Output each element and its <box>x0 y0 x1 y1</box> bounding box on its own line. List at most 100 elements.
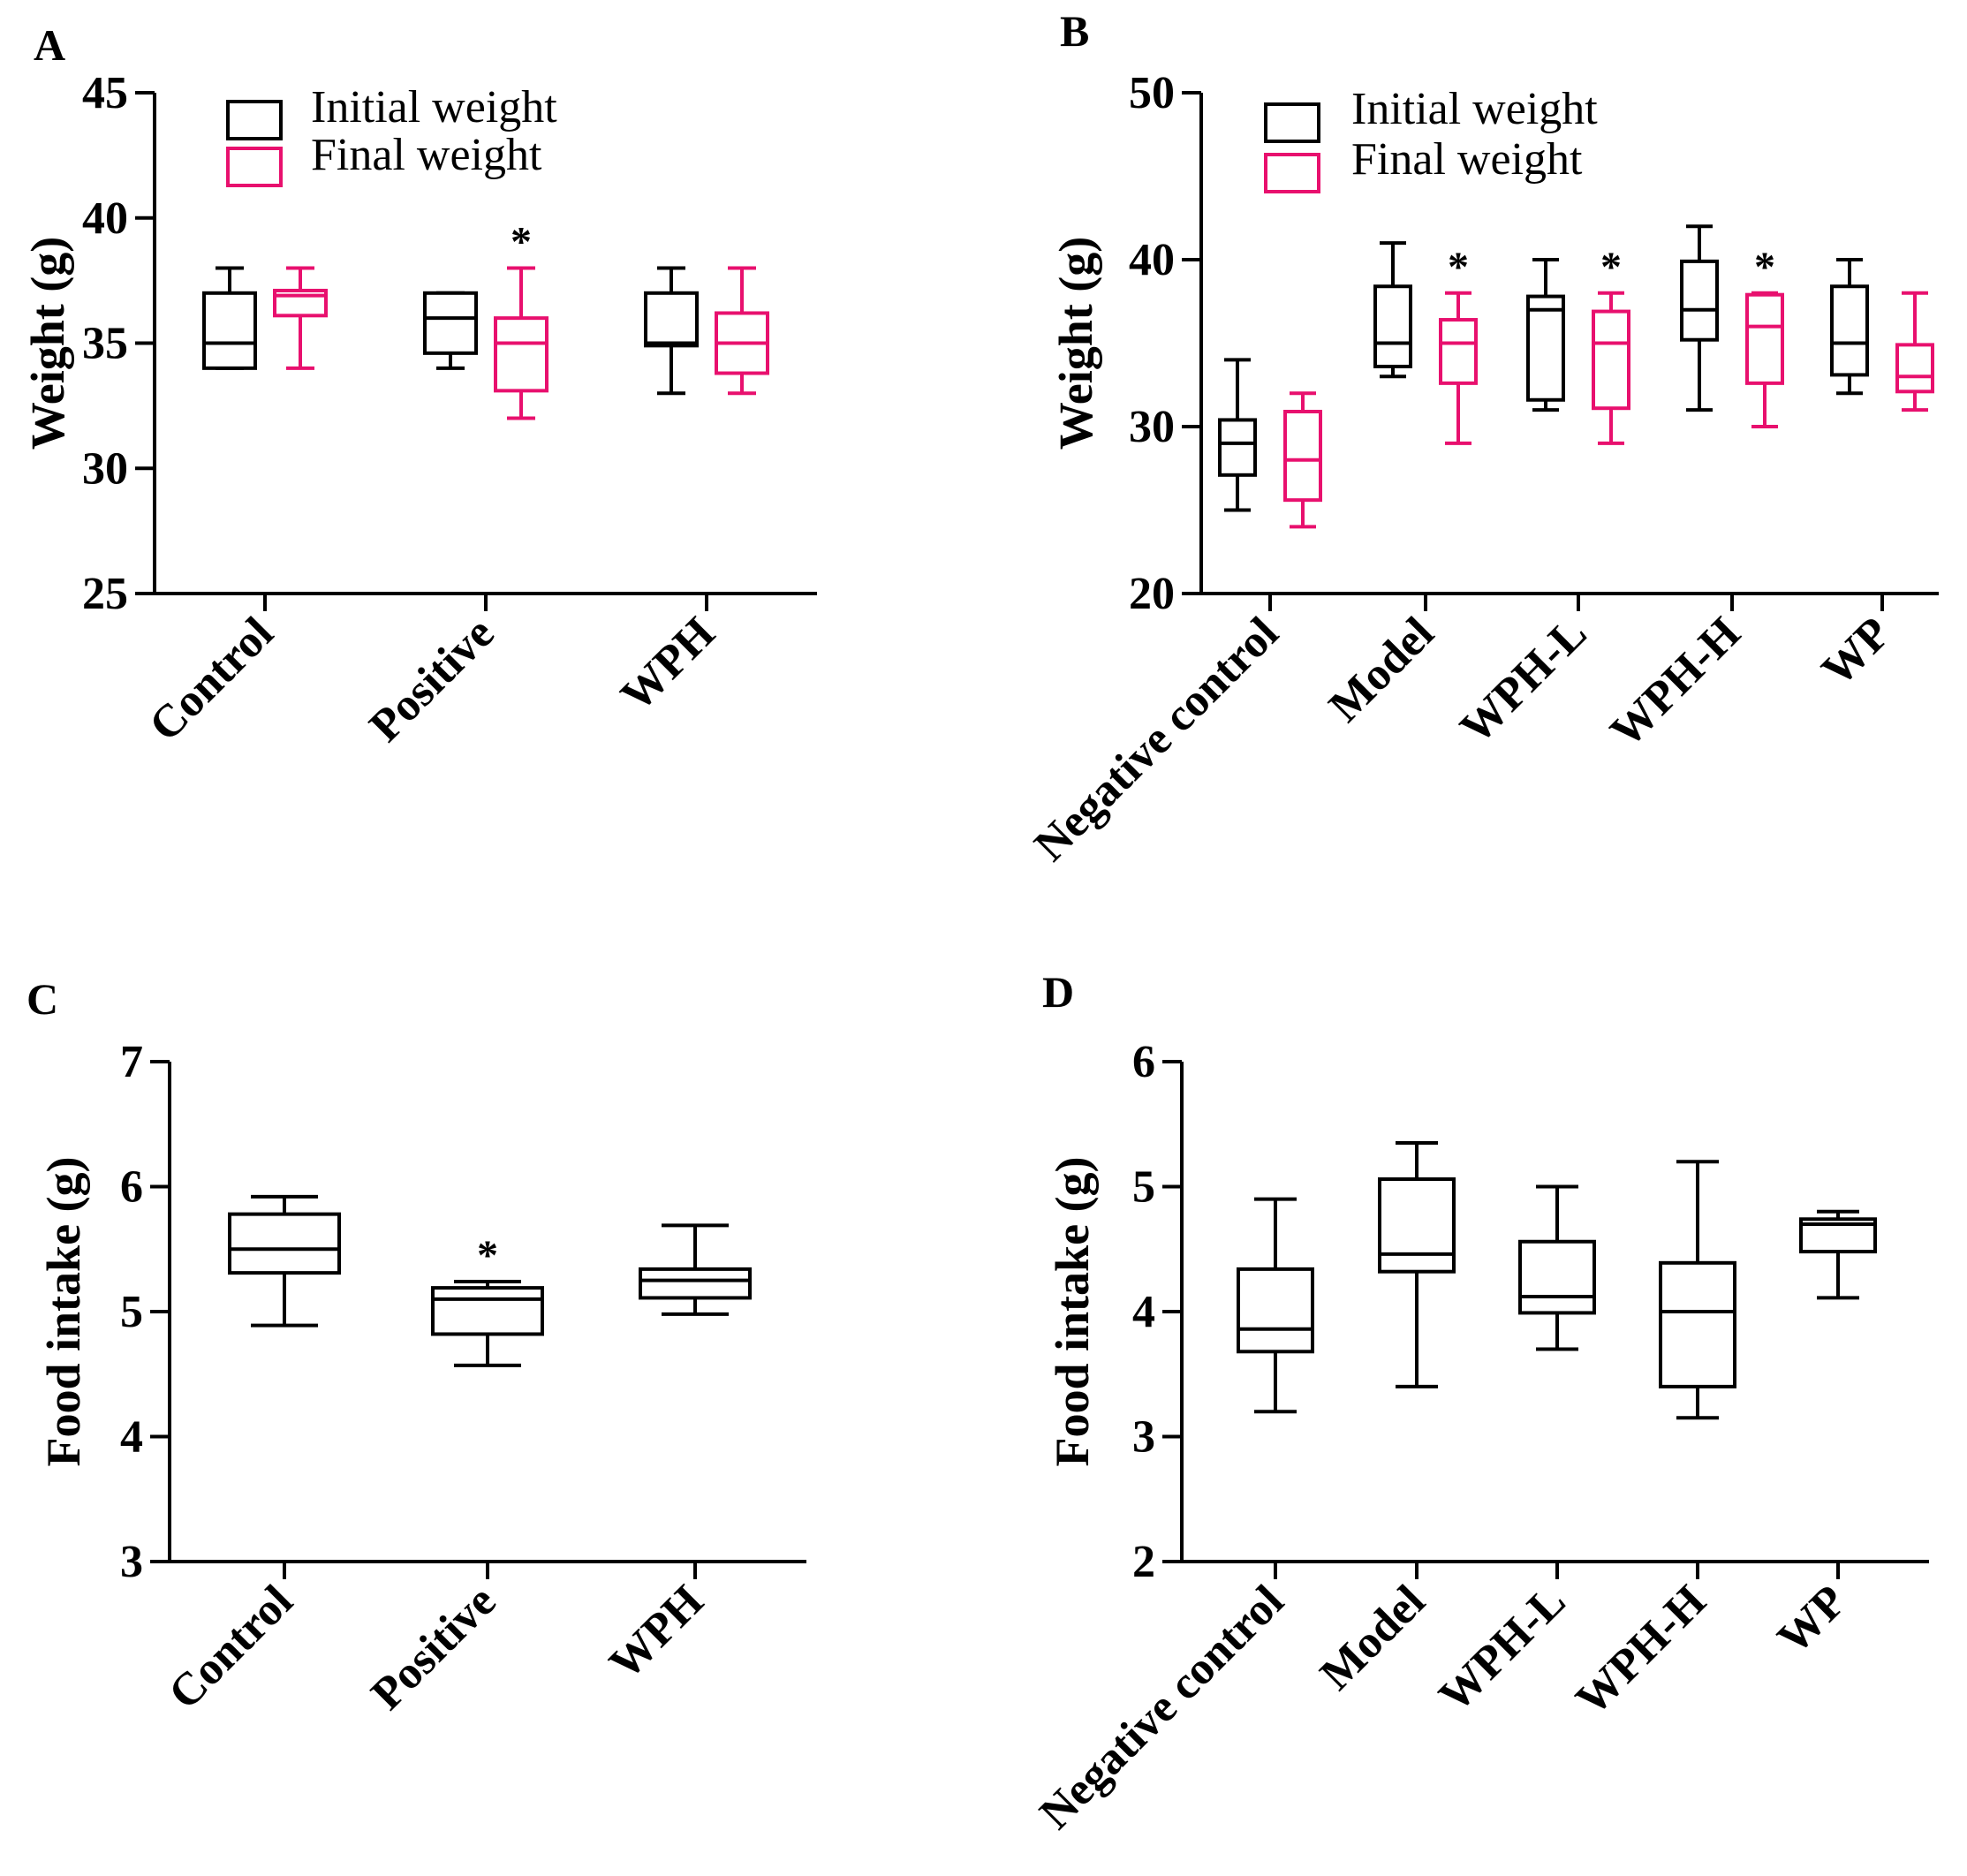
box-plot <box>273 266 328 370</box>
box-plot <box>1373 241 1412 379</box>
panel-a: A 25 30 35 40 45 Weight (g) Control Positive WPH *… <box>21 20 817 752</box>
y-tick-label: 3 <box>120 1537 143 1587</box>
y-tick-label: 3 <box>1132 1412 1155 1463</box>
legend-entry: Initial weight <box>311 82 557 132</box>
y-tick-label: 5 <box>1132 1162 1155 1213</box>
box-plot <box>1283 391 1322 529</box>
box-iqr <box>1592 309 1630 411</box>
x-category-label: WP <box>1812 608 1901 696</box>
y-tick-label: 5 <box>120 1287 143 1337</box>
box-plot <box>1526 258 1565 412</box>
y-axis-title: Weight (g) <box>1049 237 1102 450</box>
y-axis-title: Weight (g) <box>21 237 74 450</box>
box-iqr <box>228 1212 341 1275</box>
box-plot <box>715 266 769 396</box>
panel-d: D 2 3 4 5 6 Food intake (g) Negative control Mod… <box>1031 967 1929 1839</box>
y-axis-title: Food intake (g) <box>1046 1157 1099 1467</box>
box-plot <box>1218 358 1257 512</box>
box-iqr <box>1283 409 1322 503</box>
box-iqr <box>1237 1267 1314 1354</box>
box-iqr <box>202 291 257 370</box>
y-tick-label: 50 <box>1129 68 1175 118</box>
panel-label: A <box>34 20 65 70</box>
box-iqr <box>1373 284 1412 368</box>
x-category-label: WPH-L <box>1430 1576 1576 1721</box>
y-tick-label: 6 <box>120 1162 143 1213</box>
significance-marker: * <box>1448 244 1469 291</box>
y-tick-label: 6 <box>1132 1037 1155 1087</box>
x-category-label: Positive <box>362 1576 506 1720</box>
x-category-label: Model <box>1311 1576 1434 1699</box>
box-iqr <box>1526 294 1565 402</box>
legend-swatch <box>1264 153 1320 193</box>
x-category-label: Control <box>140 608 283 751</box>
box-plot <box>431 1280 544 1367</box>
y-tick-label: 35 <box>82 319 128 369</box>
box-iqr <box>431 1286 544 1336</box>
legend-entry: Initial weight <box>1351 84 1598 134</box>
box-iqr <box>423 291 478 355</box>
x-category-label: Positive <box>360 608 504 752</box>
y-tick-label: 25 <box>82 569 128 619</box>
box-plot <box>1518 1184 1596 1351</box>
box-plot <box>494 266 548 420</box>
legend-swatch <box>226 100 283 140</box>
box-plot <box>228 1194 341 1328</box>
legend-swatch <box>1264 102 1320 143</box>
x-category-label: Negative control <box>1025 608 1289 871</box>
significance-marker: * <box>1600 244 1622 291</box>
box-plot <box>1237 1197 1314 1414</box>
box-iqr <box>1895 343 1934 394</box>
legend-entry: Final weight <box>1351 134 1583 185</box>
panel-label: B <box>1060 6 1089 56</box>
box-iqr <box>1659 1260 1736 1388</box>
box-plot <box>1680 224 1719 412</box>
y-tick-label: 30 <box>1129 402 1175 452</box>
x-category-label: WPH-H <box>1600 608 1750 757</box>
panel-c: C 3 4 5 6 7 Food intake (g) Control Positive WPH * <box>26 974 806 1720</box>
y-tick-label: 2 <box>1132 1537 1155 1587</box>
y-axis-title: Food intake (g) <box>37 1157 90 1467</box>
box-plot <box>1745 291 1784 428</box>
box-plot <box>1830 258 1869 396</box>
significance-marker: * <box>477 1232 498 1279</box>
box-iqr <box>1439 318 1478 385</box>
x-category-label: WPH <box>600 1576 713 1689</box>
significance-marker: * <box>511 218 532 265</box>
box-plot <box>1378 1140 1456 1388</box>
box-plot <box>423 291 478 370</box>
box-iqr <box>494 316 548 393</box>
box-iqr <box>1218 418 1257 477</box>
box-plot <box>1799 1209 1877 1300</box>
x-category-label: WPH-L <box>1451 608 1597 753</box>
y-tick-label: 4 <box>120 1412 143 1463</box>
box-plot <box>1895 291 1934 412</box>
box-iqr <box>1745 292 1784 385</box>
legend-swatch <box>226 147 283 187</box>
x-category-label: WPH <box>611 608 724 721</box>
y-tick-label: 20 <box>1129 569 1175 619</box>
x-category-label: Model <box>1320 608 1443 731</box>
y-tick-label: 4 <box>1132 1287 1155 1337</box>
box-iqr <box>644 291 699 348</box>
box-plot <box>639 1223 752 1316</box>
box-plot <box>1592 291 1630 445</box>
box-plot <box>202 266 257 370</box>
x-category-label: Negative control <box>1031 1576 1294 1839</box>
legend-entry: Final weight <box>311 130 542 180</box>
panel-label: C <box>26 974 58 1024</box>
x-category-label: Control <box>159 1576 302 1719</box>
box-iqr <box>639 1267 752 1300</box>
box-plot <box>644 266 699 396</box>
box-iqr <box>1378 1177 1456 1274</box>
x-category-label: WP <box>1768 1576 1857 1664</box>
x-category-label: WPH-H <box>1566 1576 1715 1725</box>
box-iqr <box>1518 1239 1596 1315</box>
box-iqr <box>1830 284 1869 377</box>
box-plot <box>1439 291 1478 445</box>
y-tick-label: 40 <box>1129 235 1175 285</box>
y-tick-label: 40 <box>82 193 128 244</box>
y-tick-label: 45 <box>82 68 128 118</box>
box-iqr <box>1680 259 1719 342</box>
